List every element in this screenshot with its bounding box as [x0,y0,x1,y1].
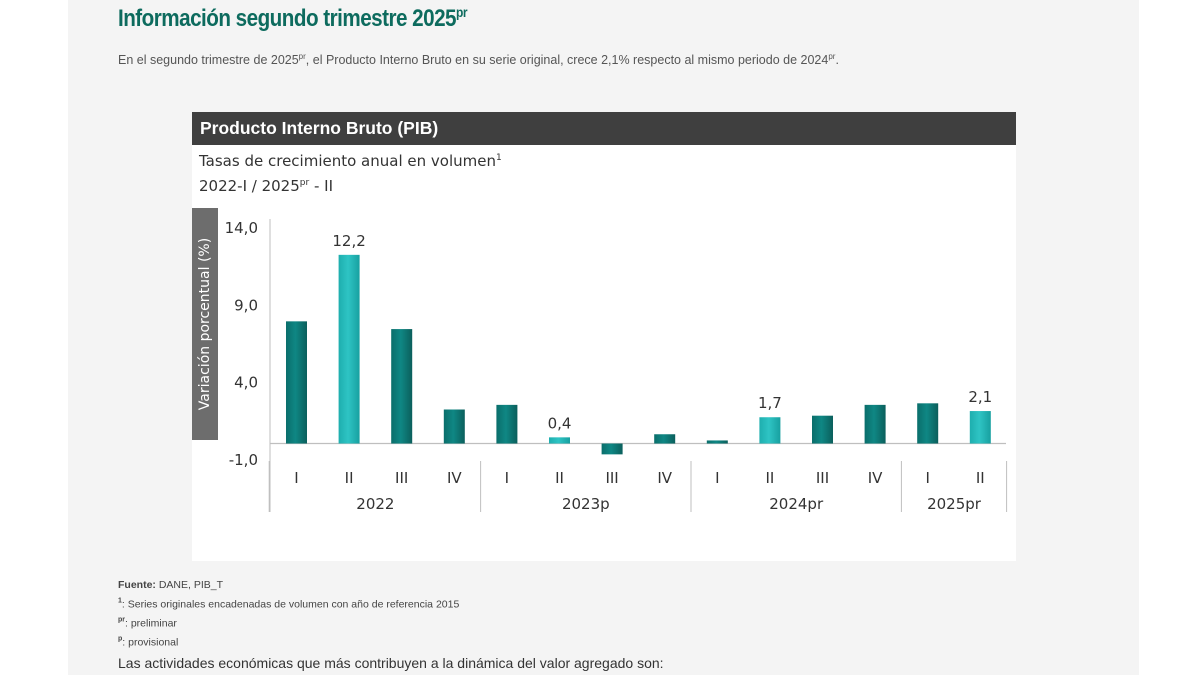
bar-12 [864,404,886,444]
footnote-p: p: provisional [118,635,179,649]
x-tick-label: I [294,469,298,487]
chart-card: Producto Interno Bruto (PIB) Tasas de cr… [192,112,1016,561]
x-tick-label: III [395,469,408,487]
x-group-label: 2024pr [769,495,824,513]
x-group-label: 2025pr [927,495,982,513]
y-tick-label: 14,0 [225,219,258,237]
page-title: Información segundo trimestre 2025pr [118,4,468,32]
x-tick-label: II [976,469,985,487]
data-label: 2,1 [968,388,992,406]
x-tick-label: I [505,469,509,487]
x-tick-label: I [925,469,929,487]
bar-6 [549,437,570,444]
y-axis-label-box [192,208,218,440]
x-group-label: 2022 [356,495,394,513]
x-tick-label: II [345,469,354,487]
bar-5 [496,404,518,444]
bar-11 [812,415,833,444]
x-tick-label: IV [868,469,883,487]
bar-10 [759,417,781,444]
data-label: 1,7 [758,394,782,412]
x-tick-label: I [715,469,719,487]
bar-13 [917,403,939,444]
bar-4 [443,409,465,444]
chart-header: Producto Interno Bruto (PIB) [192,112,1016,145]
x-tick-label: II [765,469,774,487]
bar-1 [286,321,307,444]
x-tick-label: II [555,469,564,487]
bar-2 [338,254,360,444]
bar-7 [601,443,623,455]
footnotes: Fuente: DANE, PIB_T 1: Series originales… [118,578,459,651]
footnote-1: 1: Series originales encadenadas de volu… [118,597,460,611]
data-label: 12,2 [332,232,365,250]
x-tick-label: III [816,469,829,487]
x-tick-label: III [605,469,618,487]
y-tick-label: 4,0 [234,374,258,392]
y-tick-label: 9,0 [234,296,258,314]
bar-14 [969,411,991,444]
data-label: 0,4 [548,414,572,432]
y-tick-label: -1,0 [229,451,258,469]
chart-subtitle: Tasas de crecimiento anual en volumen1 2… [199,152,502,195]
activities-intro-text: Las actividades económicas que más contr… [118,655,664,671]
x-group-label: 2023p [562,495,610,513]
bar-3 [391,329,413,444]
footnote-source: Fuente: DANE, PIB_T [118,579,224,591]
bar-9 [706,440,728,444]
x-tick-label: IV [447,469,462,487]
x-tick-label: IV [657,469,672,487]
footnote-pr: pr: preliminar [118,616,177,630]
intro-paragraph: En el segundo trimestre de 2025pr, el Pr… [118,52,839,68]
bar-8 [654,434,676,444]
